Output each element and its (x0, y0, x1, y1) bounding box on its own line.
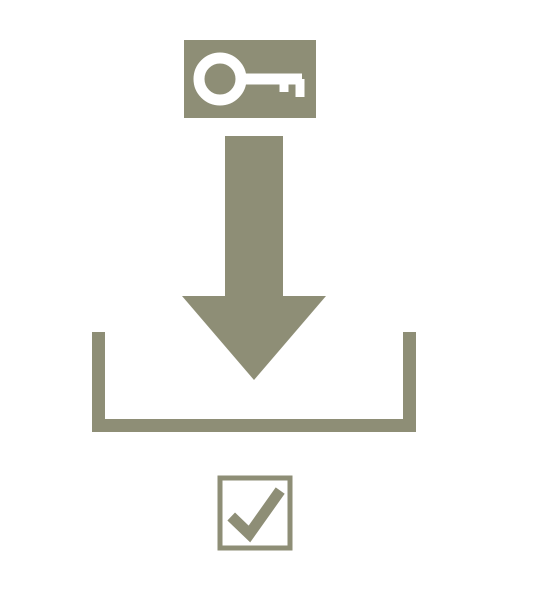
confirm-checkbox (220, 478, 290, 548)
key-box (184, 40, 316, 118)
checkmark-icon (231, 491, 280, 534)
down-arrow-icon (182, 136, 326, 380)
key-deposit-diagram (0, 0, 540, 600)
